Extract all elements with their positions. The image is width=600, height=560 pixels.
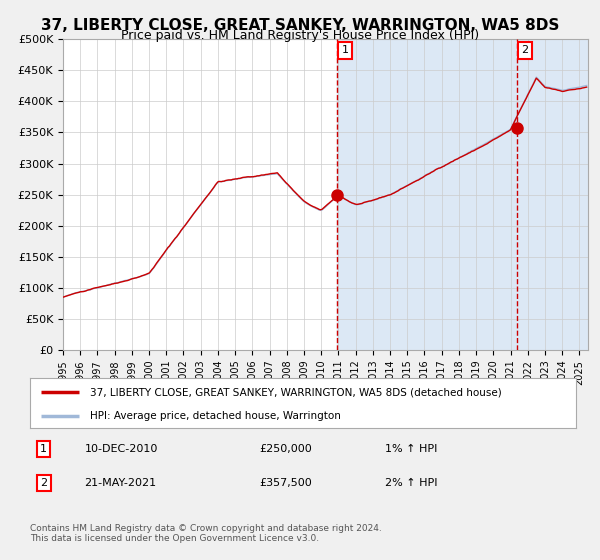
Text: Contains HM Land Registry data © Crown copyright and database right 2024.
This d: Contains HM Land Registry data © Crown c… xyxy=(30,524,382,543)
Text: 1% ↑ HPI: 1% ↑ HPI xyxy=(385,444,437,454)
Text: 21-MAY-2021: 21-MAY-2021 xyxy=(85,478,157,488)
Text: Price paid vs. HM Land Registry's House Price Index (HPI): Price paid vs. HM Land Registry's House … xyxy=(121,29,479,42)
Text: 2% ↑ HPI: 2% ↑ HPI xyxy=(385,478,437,488)
Text: 37, LIBERTY CLOSE, GREAT SANKEY, WARRINGTON, WA5 8DS (detached house): 37, LIBERTY CLOSE, GREAT SANKEY, WARRING… xyxy=(90,387,502,397)
Text: 10-DEC-2010: 10-DEC-2010 xyxy=(85,444,158,454)
Text: 37, LIBERTY CLOSE, GREAT SANKEY, WARRINGTON, WA5 8DS: 37, LIBERTY CLOSE, GREAT SANKEY, WARRING… xyxy=(41,18,559,33)
Bar xyxy=(337,39,588,350)
Text: £357,500: £357,500 xyxy=(259,478,312,488)
Text: HPI: Average price, detached house, Warrington: HPI: Average price, detached house, Warr… xyxy=(90,411,341,421)
Text: 1: 1 xyxy=(341,45,349,55)
Text: £250,000: £250,000 xyxy=(259,444,312,454)
Text: 2: 2 xyxy=(521,45,529,55)
Text: 2: 2 xyxy=(40,478,47,488)
Text: 1: 1 xyxy=(40,444,47,454)
